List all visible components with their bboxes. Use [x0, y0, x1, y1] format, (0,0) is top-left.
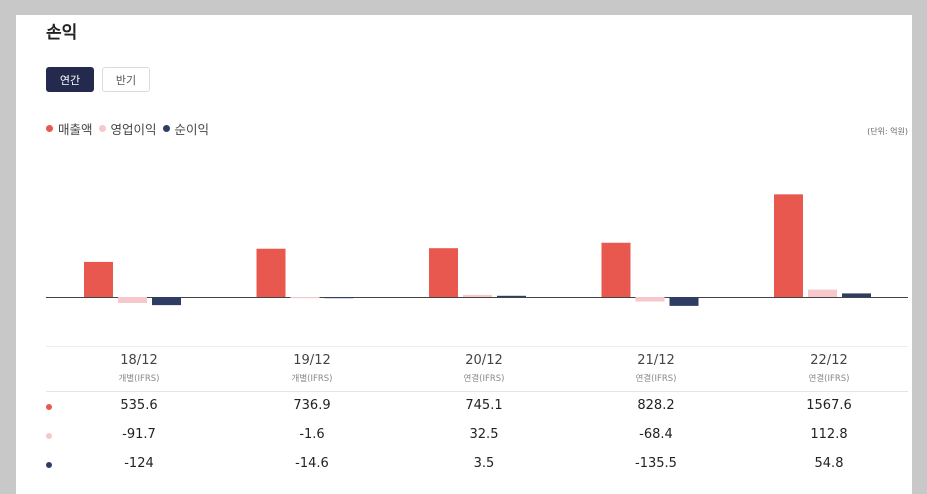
legend-label-revenue: 매출액 — [58, 122, 93, 137]
table-cell: -135.5 — [635, 456, 677, 471]
legend-label-operating: 영업이익 — [110, 122, 157, 137]
tab-annual[interactable]: 연간 — [46, 67, 94, 92]
bar-net — [497, 295, 526, 297]
bar-revenue — [601, 242, 631, 297]
legend-dot-revenue — [46, 125, 53, 132]
period-label: 21/12 — [637, 353, 675, 368]
table-cell: 535.6 — [120, 398, 158, 413]
period-col: 21/12 연결(IFRS) — [596, 353, 716, 384]
bar-group — [84, 194, 871, 306]
period-col: 18/12 개별(IFRS) — [79, 353, 199, 384]
period-label: 19/12 — [293, 353, 331, 368]
row-dot-revenue — [46, 404, 52, 410]
table-cell: 32.5 — [469, 427, 499, 442]
bar-revenue — [429, 248, 458, 297]
bar-revenue — [256, 248, 286, 297]
bar-chart — [46, 194, 908, 306]
table-cell: 1567.6 — [806, 398, 852, 413]
bar-net — [152, 297, 181, 306]
period-basis: 연결(IFRS) — [808, 374, 850, 384]
period-col: 19/12 개별(IFRS) — [252, 353, 372, 384]
row-dot-operating — [46, 433, 52, 439]
table-row-revenue: 535.6 736.9 745.1 828.2 1567.6 — [46, 393, 908, 422]
period-label: 18/12 — [120, 353, 158, 368]
table-cell: 3.5 — [473, 456, 495, 471]
period-label: 20/12 — [465, 353, 503, 368]
table-cell: -124 — [124, 456, 154, 471]
tab-half[interactable]: 반기 — [102, 67, 150, 92]
bar-operating — [118, 297, 147, 304]
pnl-card: 손익 연간 반기 매출액 영업이익 순이익 (단위: 억원) 18/12 개별(… — [16, 15, 912, 494]
unit-label: (단위: 억원) — [867, 127, 908, 136]
table-row-operating: -91.7 -1.6 32.5 -68.4 112.8 — [46, 422, 908, 451]
table-cell: 828.2 — [637, 398, 675, 413]
table-cell: -14.6 — [295, 456, 329, 471]
bar-net — [669, 297, 699, 306]
table-cell: -91.7 — [122, 427, 156, 442]
legend-item-net: 순이익 — [162, 119, 210, 138]
chart-legend: 매출액 영업이익 순이익 — [46, 119, 215, 138]
table-cell: -1.6 — [299, 427, 325, 442]
period-col: 22/12 연결(IFRS) — [769, 353, 889, 384]
period-basis: 연결(IFRS) — [463, 374, 505, 384]
section-title: 손익 — [46, 23, 78, 43]
legend-item-revenue: 매출액 — [46, 119, 93, 138]
legend-item-operating: 영업이익 — [98, 119, 157, 138]
table-cell: 112.8 — [810, 427, 848, 442]
bar-revenue — [84, 261, 113, 297]
bar-operating — [290, 297, 320, 299]
bar-operating — [635, 297, 665, 302]
period-header: 18/12 개별(IFRS) 19/12 개별(IFRS) 20/12 연결(I… — [46, 346, 908, 392]
row-dot-net — [46, 462, 52, 468]
period-col: 20/12 연결(IFRS) — [424, 353, 544, 384]
table-row-net: -124 -14.6 3.5 -135.5 54.8 — [46, 451, 908, 480]
bar-net — [842, 293, 871, 297]
legend-label-net: 순이익 — [174, 122, 210, 137]
period-basis: 개별(IFRS) — [291, 374, 333, 384]
period-label: 22/12 — [810, 353, 848, 368]
period-basis: 개별(IFRS) — [118, 374, 160, 384]
table-cell: 745.1 — [465, 398, 503, 413]
legend-dot-operating — [98, 125, 106, 132]
legend-dot-net — [162, 125, 170, 132]
bar-revenue — [774, 194, 803, 297]
bar-operating — [463, 294, 492, 297]
table-cell: 54.8 — [814, 456, 844, 471]
bar-operating — [808, 289, 837, 297]
table-cell: 736.9 — [293, 398, 331, 413]
period-basis: 연결(IFRS) — [635, 374, 677, 384]
table-cell: -68.4 — [639, 427, 673, 442]
bar-net — [324, 297, 354, 299]
